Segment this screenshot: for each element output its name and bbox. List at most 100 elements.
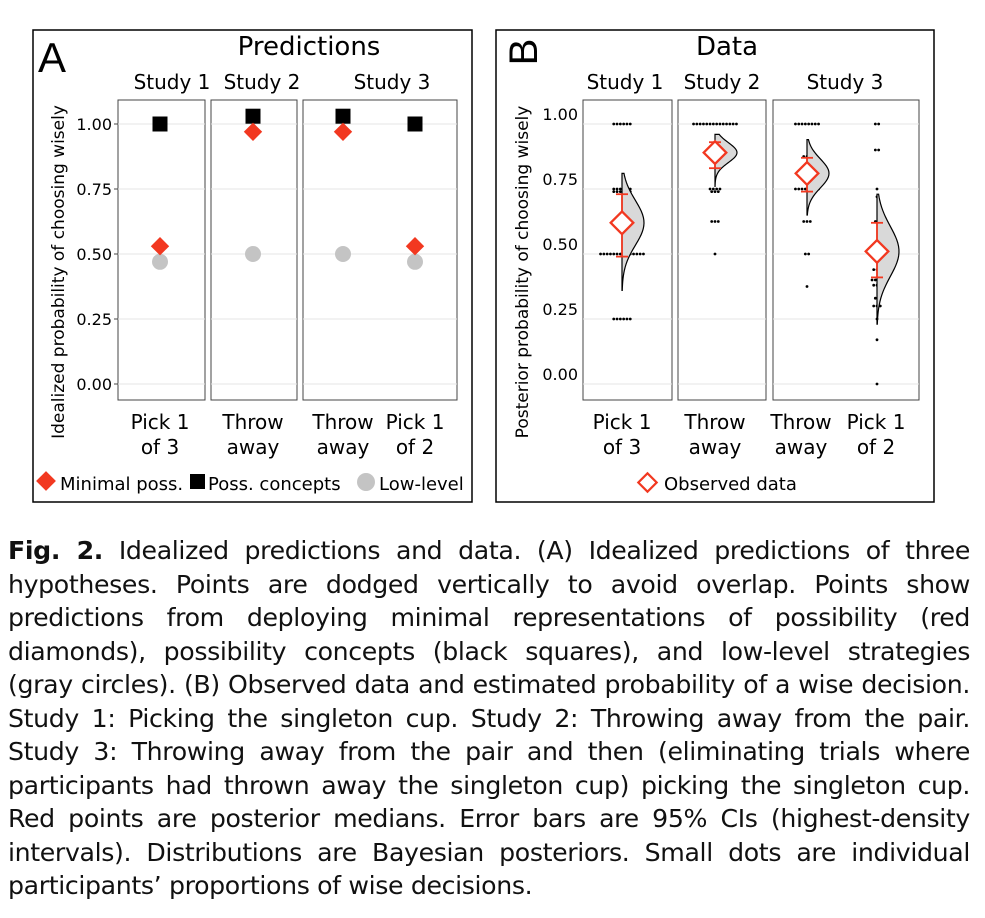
participant-dot xyxy=(800,187,804,191)
panel-a-xlabel-pick1of3-line1: Pick 1 xyxy=(131,410,190,434)
participant-dot xyxy=(711,122,715,126)
participant-dot xyxy=(872,268,876,271)
minimal-poss-point xyxy=(150,237,170,256)
participant-dot xyxy=(705,122,709,126)
poss-concepts-point xyxy=(407,116,423,132)
panel-b-xlabel-throwaway-s2-line2: away xyxy=(689,435,742,459)
participant-dot xyxy=(725,122,728,126)
participant-dot xyxy=(710,190,714,194)
panel-a-facet-study-1: Study 1 xyxy=(134,70,211,94)
participant-dot xyxy=(638,252,642,256)
participant-dot xyxy=(873,278,877,282)
participant-dot xyxy=(873,148,877,152)
panel-a-y-tick-label: 0.00 xyxy=(76,375,112,394)
participant-dot xyxy=(602,252,606,256)
participant-dot xyxy=(612,317,616,321)
panel-b-y-axis-label: Posterior probability of choosing wisely xyxy=(513,106,533,439)
panel-a-y-tick-label: 1.00 xyxy=(76,115,112,134)
participant-dot xyxy=(803,122,807,126)
participant-dot xyxy=(875,338,879,342)
panel-b-y-tick-label: 0.50 xyxy=(542,235,578,254)
panel-b-xlabel-pick1of2-line1: Pick 1 xyxy=(847,410,906,434)
participant-dot xyxy=(716,220,720,223)
panel-a-y-tick-label: 0.75 xyxy=(76,180,112,199)
poss-concepts-point xyxy=(335,108,351,124)
participant-dot xyxy=(817,122,820,126)
participant-dot xyxy=(873,296,877,300)
panel-a-legend: Minimal poss. Poss. concepts Low-level xyxy=(36,471,464,495)
participant-dot xyxy=(721,122,725,126)
participant-dot xyxy=(622,122,626,126)
panel-a-xlabel-pick1of2-line1: Pick 1 xyxy=(386,410,445,434)
participant-dot xyxy=(805,220,809,223)
participant-dot xyxy=(622,317,626,321)
participant-dot xyxy=(635,252,639,256)
participant-dot xyxy=(807,122,811,126)
participant-dot xyxy=(609,252,612,256)
participant-dot xyxy=(875,382,879,386)
panel-b-xlabel-throwaway-s3-line1: Throw xyxy=(769,410,831,434)
participant-dot xyxy=(877,122,881,126)
participant-dot xyxy=(642,252,645,256)
panel-b-facet-study-1: Study 1 xyxy=(587,70,664,94)
legend-low-level-swatch xyxy=(357,473,375,491)
participant-dot xyxy=(802,220,806,223)
panel-a-facet-frame-3 xyxy=(302,99,458,401)
panel-b-xlabel-throwaway-s3-line2: away xyxy=(775,435,828,459)
poss-concepts-point xyxy=(245,108,261,124)
participant-dot xyxy=(628,317,632,321)
panel-b-letter: B xyxy=(502,39,546,66)
legend-poss-concepts-label: Poss. concepts xyxy=(208,474,341,495)
participant-dot xyxy=(715,122,719,126)
legend-minimal-poss-label: Minimal poss. xyxy=(60,474,183,495)
participant-dot xyxy=(612,122,616,126)
participant-dot xyxy=(615,317,619,321)
participant-dot xyxy=(615,252,619,256)
participant-dot xyxy=(713,252,717,256)
panel-b-frame xyxy=(495,29,935,503)
panel-a-xlabel-throwaway-s2-line2: away xyxy=(227,435,280,459)
participant-dot xyxy=(735,122,738,126)
participant-dot xyxy=(813,122,817,126)
participant-dot xyxy=(794,122,797,126)
participant-dot xyxy=(618,252,622,256)
participant-dot xyxy=(872,283,876,287)
panel-b-marks xyxy=(599,122,900,386)
poss-concepts-point xyxy=(152,116,168,132)
participant-dot xyxy=(618,187,622,191)
participant-dot xyxy=(695,122,699,126)
participant-dot xyxy=(713,190,717,194)
participant-dot xyxy=(698,122,702,126)
panel-b-facet-study-3: Study 3 xyxy=(807,70,884,94)
panel-a-xlabel-pick1of2-line2: of 2 xyxy=(396,435,434,459)
panel-b-y-tick-label: 0.75 xyxy=(542,170,578,189)
legend-observed-data-label: Observed data xyxy=(664,474,797,495)
participant-dot xyxy=(797,122,801,126)
participant-dot xyxy=(870,278,874,282)
low-level-point xyxy=(407,253,423,270)
panel-a-marks xyxy=(150,108,425,270)
participant-dot xyxy=(708,122,712,126)
participant-dot xyxy=(628,122,632,126)
participant-dot xyxy=(625,317,629,321)
panel-a: A Predictions Idealized probability of c… xyxy=(32,29,473,503)
participant-dot xyxy=(615,187,619,191)
participant-dot xyxy=(805,285,809,288)
participant-dot xyxy=(807,252,811,256)
panel-b-legend: Observed data xyxy=(636,471,797,495)
participant-dot xyxy=(612,190,616,194)
participant-dot xyxy=(692,122,695,126)
participant-dot xyxy=(708,187,712,191)
participant-dot xyxy=(877,148,881,152)
participant-dot xyxy=(615,122,619,126)
panel-b: B Data Posterior probability of choosing… xyxy=(495,29,935,503)
panel-b-xlabel-pick1of2-line2: of 2 xyxy=(857,435,895,459)
minimal-poss-point xyxy=(243,122,263,141)
panel-a-title: Predictions xyxy=(238,32,381,62)
participant-dot xyxy=(808,220,812,223)
caption-label: Fig. 2. xyxy=(8,536,104,565)
posterior-density xyxy=(621,172,645,291)
low-level-point xyxy=(152,253,168,270)
participant-dot xyxy=(872,304,876,308)
participant-dot xyxy=(710,220,714,223)
